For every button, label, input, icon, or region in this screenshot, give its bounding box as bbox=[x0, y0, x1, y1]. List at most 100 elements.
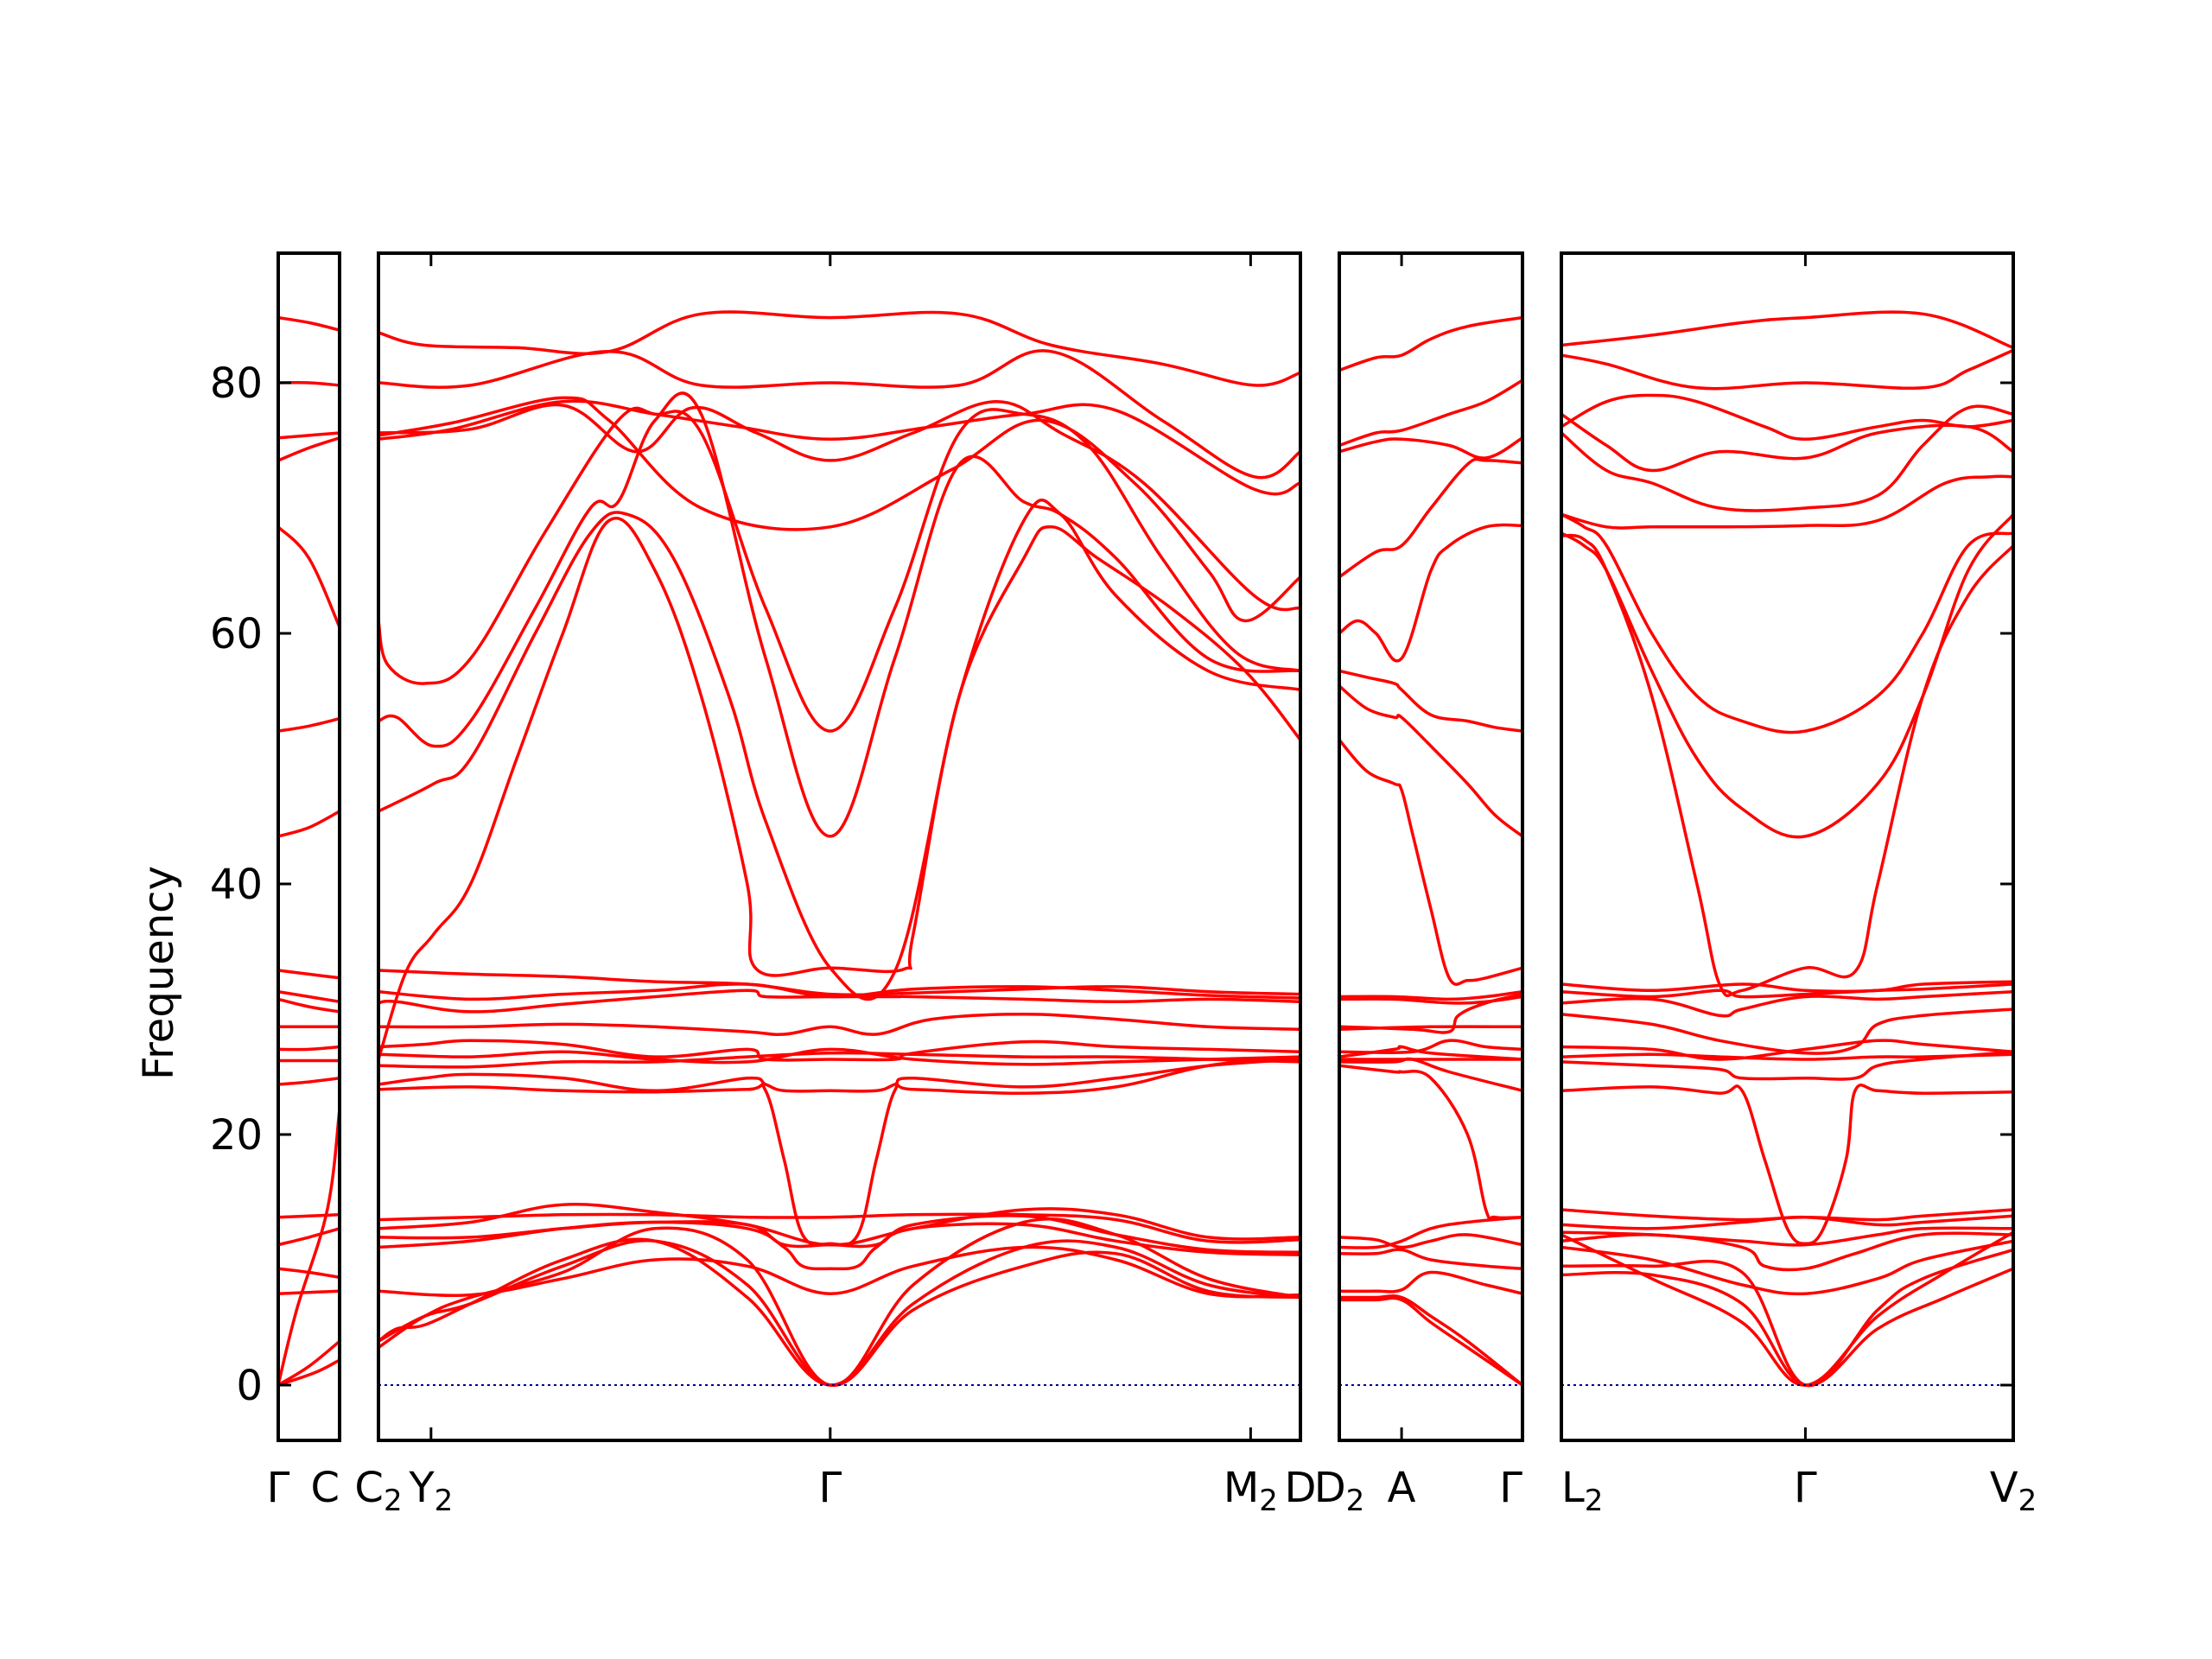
phonon-band-1 bbox=[1561, 310, 2013, 350]
phonon-band-18 bbox=[278, 1267, 340, 1280]
phonon-band-5 bbox=[1339, 523, 1522, 663]
panel-p2: C2 Y2 Γ M2 D bbox=[354, 251, 1317, 1518]
phonon-band-19 bbox=[378, 1212, 1300, 1244]
phonon-band-1 bbox=[1339, 315, 1522, 372]
phonon-band-24 bbox=[378, 1237, 1300, 1387]
band-lines bbox=[1339, 315, 1522, 1387]
y-axis: 0 20 40 60 80 bbox=[210, 359, 263, 1410]
phonon-band-10 bbox=[1561, 980, 2013, 994]
phonon-band-8 bbox=[1339, 738, 1522, 986]
phonon-band-3 bbox=[378, 399, 1300, 496]
phonon-band-9 bbox=[1561, 533, 2013, 997]
y-tick-label: 20 bbox=[210, 1111, 263, 1160]
x-tick-label: D2 bbox=[1314, 1464, 1365, 1518]
panel-p3: D2 A Γ bbox=[1314, 251, 1524, 1518]
phonon-band-13 bbox=[378, 1013, 1300, 1036]
phonon-band-21 bbox=[278, 1358, 340, 1387]
phonon-band-13 bbox=[1561, 1007, 2013, 1055]
phonon-band-12 bbox=[378, 988, 1300, 1014]
phonon-band-5 bbox=[278, 525, 340, 629]
phonon-band-6 bbox=[1339, 669, 1522, 733]
phonon-band-14 bbox=[378, 1039, 1300, 1062]
phonon-band-2 bbox=[1561, 348, 2013, 391]
phonon-band-4 bbox=[278, 436, 340, 462]
phonon-band-8 bbox=[378, 499, 1300, 1001]
phonon-band-9 bbox=[378, 517, 1300, 1061]
phonon-band-15 bbox=[278, 1108, 340, 1387]
band-lines bbox=[1561, 310, 2013, 1388]
phonon-band-20 bbox=[378, 1203, 1300, 1247]
x-tick-label: Γ bbox=[1794, 1464, 1817, 1512]
phonon-band-16 bbox=[1339, 1057, 1522, 1093]
phonon-band-26 bbox=[378, 1239, 1300, 1387]
phonon-band-9 bbox=[278, 989, 340, 1004]
phonon-band-14 bbox=[1561, 1039, 2013, 1061]
phonon-band-14 bbox=[278, 1077, 340, 1086]
phonon-band-4 bbox=[1561, 412, 2013, 473]
band-lines bbox=[278, 315, 340, 1387]
phonon-band-20 bbox=[278, 1339, 340, 1387]
phonon-band-4 bbox=[1339, 457, 1522, 579]
y-axis-label: Frequency bbox=[135, 866, 183, 1080]
phonon-band-17 bbox=[278, 1227, 340, 1247]
phonon-band-6 bbox=[378, 406, 1300, 733]
phonon-band-16 bbox=[278, 1213, 340, 1219]
panel-frame bbox=[276, 251, 341, 1442]
phonon-band-14 bbox=[1339, 1045, 1522, 1061]
phonon-band-23 bbox=[1339, 1296, 1522, 1387]
x-tick-label: V2 bbox=[1990, 1464, 2037, 1518]
y-tick-label: 40 bbox=[210, 861, 263, 909]
phonon-band-8 bbox=[1561, 512, 2013, 839]
phonon-band-12 bbox=[1339, 1025, 1522, 1031]
phonon-band-22 bbox=[1561, 1239, 2013, 1296]
phonon-band-3 bbox=[1339, 436, 1522, 460]
phonon-band-4 bbox=[378, 400, 1300, 612]
x-tick-label: A bbox=[1388, 1464, 1416, 1512]
phonon-band-10 bbox=[378, 969, 1300, 997]
panel-p4: L2 Γ V2 bbox=[1560, 251, 2037, 1518]
phonon-band-7 bbox=[1561, 512, 2013, 734]
x-tick-label: C bbox=[310, 1464, 340, 1512]
panel-frame bbox=[377, 251, 1302, 1442]
phonon-band-22 bbox=[1339, 1294, 1522, 1387]
phonon-band-22 bbox=[378, 1220, 1300, 1271]
phonon-band-25 bbox=[378, 1217, 1300, 1387]
x-tick-label: C2 bbox=[354, 1464, 402, 1518]
phonon-band-3 bbox=[1561, 393, 2013, 442]
phonon-band-21 bbox=[1561, 1231, 2013, 1272]
panel-frame bbox=[1338, 251, 1524, 1442]
phonon-band-19 bbox=[1339, 1215, 1522, 1249]
y-tick-label: 60 bbox=[210, 610, 263, 658]
x-tick-label: L2 bbox=[1561, 1464, 1603, 1518]
phonon-band-1 bbox=[378, 310, 1300, 387]
phonon-band-2 bbox=[378, 349, 1300, 480]
band-lines bbox=[378, 310, 1300, 1387]
phonon-band-15 bbox=[378, 1047, 1300, 1066]
plot-area: Γ C C2 Y2 Γ M2 DD2 A Γ L2 Γ V2 bbox=[267, 251, 2037, 1518]
phonon-band-19 bbox=[278, 1289, 340, 1295]
phonon-band-19 bbox=[1561, 1214, 2013, 1230]
phonon-band-10 bbox=[278, 997, 340, 1014]
phonon-band-7 bbox=[1339, 684, 1522, 838]
phonon-band-20 bbox=[1339, 1248, 1522, 1270]
phonon-band-18 bbox=[1339, 1233, 1522, 1249]
phonon-band-15 bbox=[1561, 1052, 2013, 1061]
phonon-band-2 bbox=[1339, 378, 1522, 448]
x-tick-label: Y2 bbox=[408, 1464, 453, 1518]
phonon-band-23 bbox=[378, 1245, 1300, 1299]
phonon-band-21 bbox=[1339, 1270, 1522, 1295]
x-tick-label: D bbox=[1285, 1464, 1317, 1512]
x-tick-label: M2 bbox=[1224, 1464, 1278, 1518]
phonon-band-11 bbox=[1561, 982, 2013, 999]
phonon-band-7 bbox=[278, 810, 340, 838]
phonon-band-9 bbox=[1339, 989, 1522, 1001]
phonon-band-8 bbox=[278, 969, 340, 980]
phonon-band-5 bbox=[378, 396, 1300, 623]
phonon-band-5 bbox=[1561, 404, 2013, 512]
x-tick-label: Γ bbox=[818, 1464, 842, 1512]
panel-frame bbox=[1560, 251, 2015, 1442]
phonon-band-17 bbox=[1339, 1064, 1522, 1220]
phonon-band-13 bbox=[1339, 1039, 1522, 1055]
